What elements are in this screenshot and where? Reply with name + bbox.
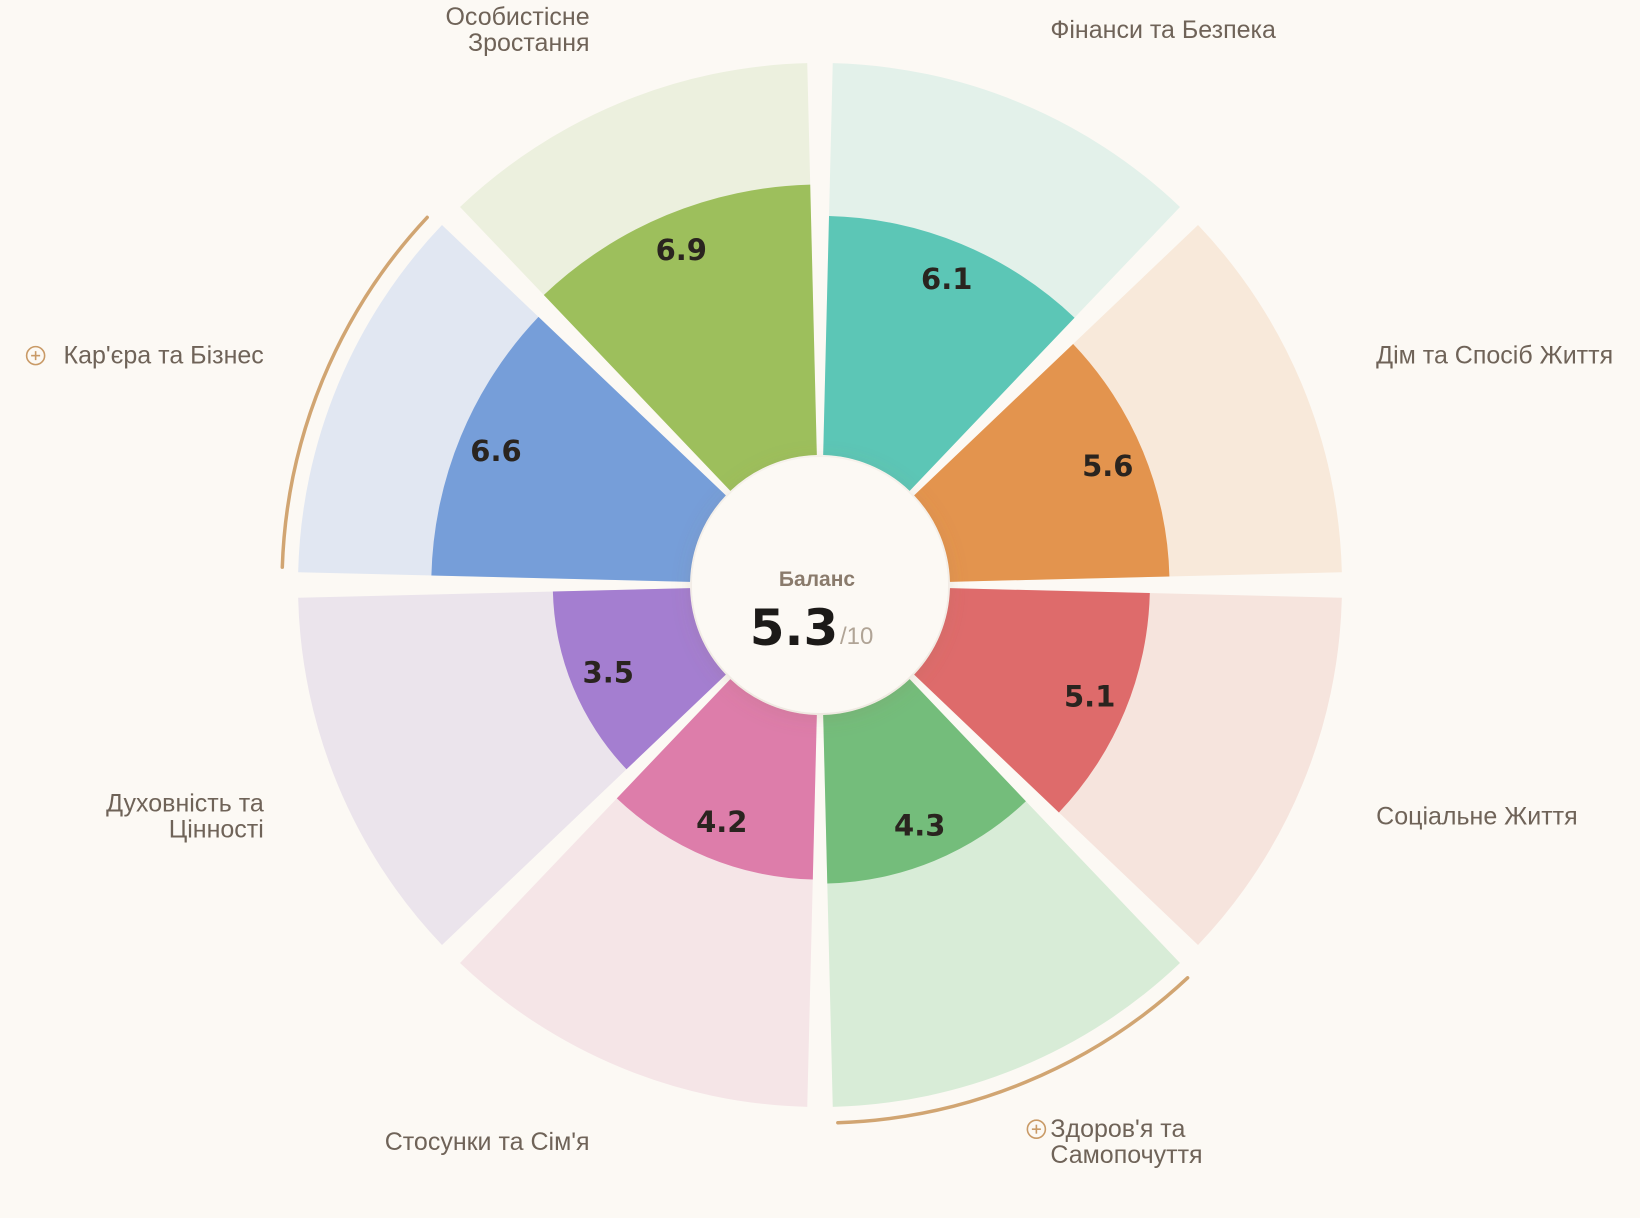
category-label-line: Цінності (169, 815, 264, 843)
category-label-line: Дім та Спосіб Життя (1376, 342, 1613, 370)
category-label-line: Здоров'я та (1050, 1115, 1185, 1143)
center-circle (692, 457, 948, 713)
value-label: 6.1 (921, 262, 972, 296)
segment-bar[interactable] (823, 679, 1026, 884)
category-label-line: Зростання (468, 29, 590, 57)
category-label-line: Фінанси та Безпека (1050, 16, 1276, 44)
category-label-line: Кар'єра та Бізнес (64, 342, 264, 370)
category-label[interactable]: Стосунки та Сім'я (385, 1128, 590, 1156)
category-labels: Фінанси та Безпека Дім та Спосіб Життя Соц… (25, 3, 1613, 1169)
center-max: /10 (840, 623, 873, 650)
value-label: 6.9 (656, 233, 707, 267)
plus-circle-icon[interactable] (25, 345, 46, 366)
value-label: 5.1 (1064, 680, 1115, 714)
value-label: 4.2 (696, 805, 747, 839)
category-label[interactable]: Дім та Спосіб Життя (1376, 342, 1613, 370)
segment-bars (431, 184, 1170, 884)
value-label: 5.6 (1082, 449, 1133, 483)
category-label-line: Духовність та (106, 789, 264, 817)
segment-bar[interactable] (543, 184, 817, 491)
plus-circle-icon[interactable] (1026, 1119, 1047, 1139)
segment-bar[interactable] (616, 679, 817, 880)
segment-bar[interactable] (431, 316, 726, 582)
segment-bar[interactable] (552, 588, 726, 770)
segment-bar[interactable] (823, 215, 1075, 491)
value-label: 3.5 (583, 656, 634, 690)
category-label[interactable]: Фінанси та Безпека (1050, 16, 1276, 44)
category-label[interactable]: Соціальне Життя (1376, 802, 1578, 830)
category-label-line: Особистісне (445, 3, 589, 31)
segment-bar[interactable] (914, 343, 1170, 582)
category-label-line: Стосунки та Сім'я (385, 1128, 590, 1156)
category-label-line: Самопочуття (1050, 1141, 1202, 1169)
highlight-arcs (280, 215, 1190, 1125)
category-label[interactable]: Кар'єра та Бізнес (25, 342, 264, 370)
value-label: 4.3 (894, 809, 945, 843)
category-label-line: Соціальне Життя (1376, 802, 1578, 830)
center-hub: Баланс 5.3 /10 (692, 457, 948, 713)
value-label: 6.6 (470, 434, 521, 468)
highlight-arc (836, 976, 1190, 1125)
highlight-arc (280, 215, 429, 569)
center-score: 5.3 (750, 599, 839, 657)
segment-bar[interactable] (914, 588, 1150, 813)
value-labels: 6.1 5.6 5.1 4.3 4.2 3.5 6.6 6.9 (470, 233, 1133, 843)
center-label: Баланс (779, 568, 855, 591)
